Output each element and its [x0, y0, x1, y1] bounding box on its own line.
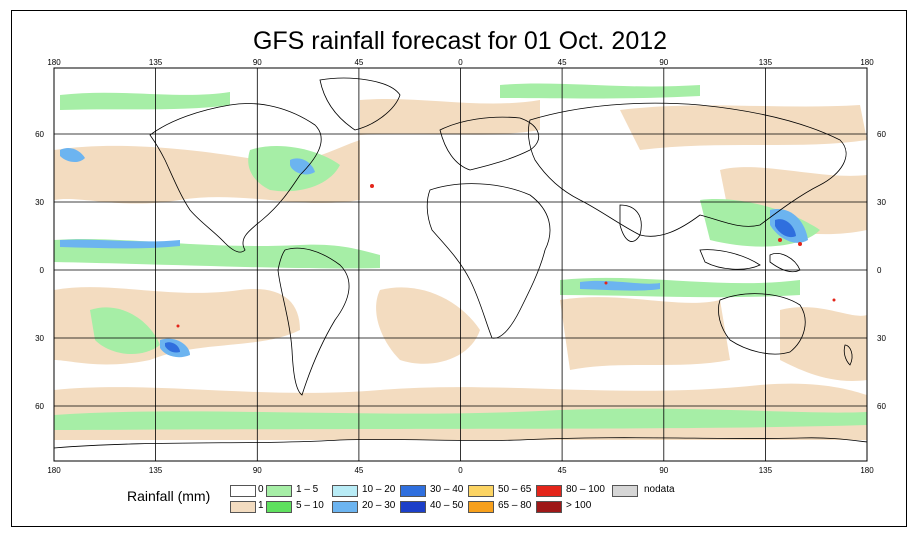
lat-tick-label-right: 30	[877, 198, 886, 207]
legend-swatch	[612, 485, 638, 497]
lon-tick-label-bottom: 180	[47, 466, 61, 475]
legend-swatch	[332, 485, 358, 497]
legend-swatch	[400, 501, 426, 513]
lon-tick-label-bottom: 90	[659, 466, 668, 475]
legend-label: 10 – 20	[362, 484, 396, 495]
legend-swatch	[468, 501, 494, 513]
lon-tick-label-top: 180	[860, 58, 874, 67]
lat-tick-label-left: 30	[35, 334, 44, 343]
legend-label: 0	[258, 484, 264, 495]
figure-frame	[11, 10, 907, 527]
legend-swatch	[536, 485, 562, 497]
lon-tick-label-bottom: 90	[253, 466, 262, 475]
lat-tick-label-left: 30	[35, 198, 44, 207]
legend-swatch	[536, 501, 562, 513]
graticule	[54, 68, 867, 461]
legend-label: 1 – 5	[296, 484, 319, 495]
legend-swatch	[332, 501, 358, 513]
legend-swatch	[266, 501, 292, 513]
lon-tick-label-top: 45	[558, 58, 567, 67]
lon-tick-label-top: 45	[354, 58, 363, 67]
lat-tick-label-right: 60	[877, 402, 886, 411]
legend-label: 65 – 80	[498, 500, 532, 511]
lon-tick-label-top: 135	[149, 58, 163, 67]
lon-tick-label-bottom: 45	[558, 466, 567, 475]
legend-title: Rainfall (mm)	[127, 488, 211, 504]
tick-labels: 180 180 135 135 90 90 45 45 0 0 45 45 90 90 135 135 180 1…	[35, 58, 886, 475]
lat-tick-label-left: 60	[35, 130, 44, 139]
legend-swatch	[266, 485, 292, 497]
lon-tick-label-bottom: 0	[458, 466, 463, 475]
lon-tick-label-top: 0	[458, 58, 463, 67]
legend-label: 80 – 100	[566, 484, 605, 495]
legend-swatch	[400, 485, 426, 497]
legend-label: 5 – 10	[296, 500, 324, 511]
lon-tick-label-bottom: 135	[149, 466, 163, 475]
lat-tick-label-right: 30	[877, 334, 886, 343]
legend-swatch	[230, 485, 256, 497]
lon-tick-label-top: 135	[759, 58, 773, 67]
coastlines	[54, 77, 867, 449]
legend-swatch	[230, 501, 256, 513]
legend-label: 20 – 30	[362, 500, 396, 511]
lon-tick-label-top: 90	[253, 58, 262, 67]
lon-tick-label-bottom: 180	[860, 466, 874, 475]
legend-label: 40 – 50	[430, 500, 464, 511]
legend-label: > 100	[566, 500, 592, 511]
legend-label: 1	[258, 500, 264, 511]
lat-tick-label-right: 0	[877, 266, 882, 275]
lon-tick-label-top: 180	[47, 58, 61, 67]
lon-tick-label-bottom: 45	[354, 466, 363, 475]
lat-tick-label-left: 0	[40, 266, 45, 275]
lat-tick-label-left: 60	[35, 402, 44, 411]
lon-tick-label-top: 90	[659, 58, 668, 67]
lat-tick-label-right: 60	[877, 130, 886, 139]
legend-label: 50 – 65	[498, 484, 532, 495]
lon-tick-label-bottom: 135	[759, 466, 773, 475]
legend-label: 30 – 40	[430, 484, 464, 495]
map-title: GFS rainfall forecast for 01 Oct. 2012	[252, 27, 668, 55]
legend-swatch	[468, 485, 494, 497]
legend-label: nodata	[644, 484, 675, 495]
